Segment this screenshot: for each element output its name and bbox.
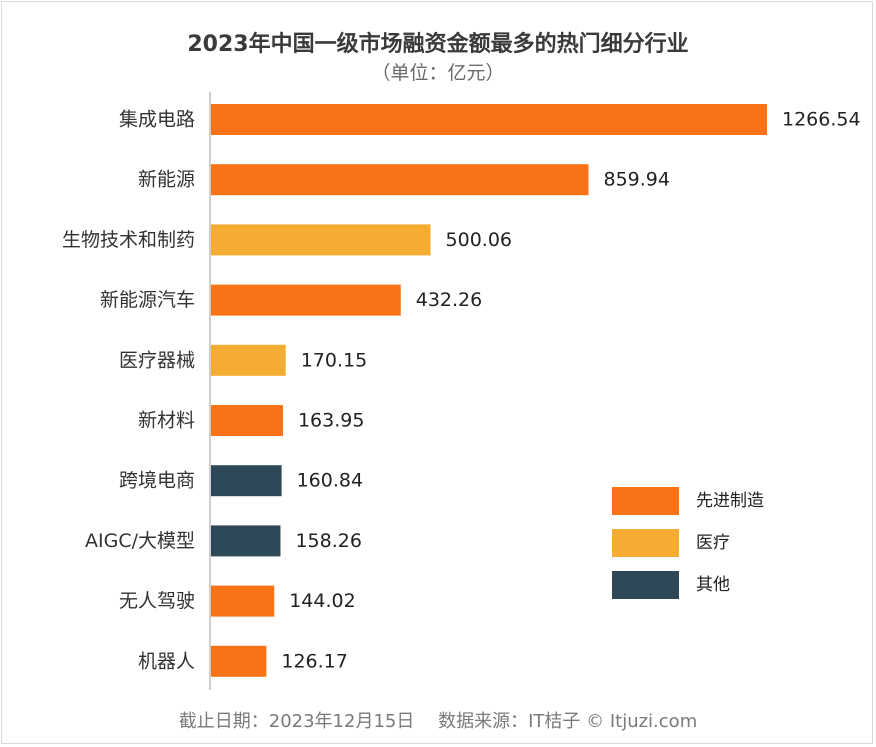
category-label: 机器人 [138,650,195,672]
bar [211,585,275,617]
chart-title: 2023年中国一级市场融资金额最多的热门细分行业 [187,32,689,57]
bar [211,344,286,376]
category-label: 跨境电商 [119,470,195,492]
bar [211,104,767,135]
bar [211,465,282,497]
category-label: 医疗器械 [119,349,195,371]
legend-label: 医疗 [696,533,730,553]
bar [211,525,281,557]
value-label: 1266.54 [782,109,861,131]
value-label: 500.06 [446,229,512,251]
legend-label: 先进制造 [696,491,764,511]
value-label: 158.26 [295,530,361,552]
bar [211,645,267,677]
category-label: 新能源 [138,169,195,191]
chart-footer: 截止日期：2023年12月15日 数据来源：IT桔子 © Itjuzi.com [178,711,698,732]
value-label: 163.95 [298,410,364,432]
legend-label: 其他 [696,575,730,595]
value-label: 432.26 [416,289,482,311]
bar [211,405,283,436]
value-label: 126.17 [281,650,347,672]
chart-subtitle: （单位：亿元） [371,62,505,84]
value-label: 859.94 [604,169,670,191]
bar [211,164,589,196]
value-label: 160.84 [297,470,363,492]
category-label: AIGC/大模型 [85,530,195,552]
value-label: 170.15 [301,349,367,371]
bars-group: 集成电路 1266.54 新能源 859.94 生物技术和制药 500.06 新能源汽车 43… [62,104,861,677]
category-label: 新材料 [138,410,195,432]
legend-swatch [612,571,679,599]
category-label: 集成电路 [119,109,195,131]
category-label: 新能源汽车 [100,289,195,311]
value-label: 144.02 [289,590,355,612]
legend-swatch [612,487,679,515]
bar [211,224,431,256]
category-label: 生物技术和制药 [62,229,195,251]
legend-swatch [612,529,679,557]
bar [211,284,401,316]
category-label: 无人驾驶 [119,590,195,612]
